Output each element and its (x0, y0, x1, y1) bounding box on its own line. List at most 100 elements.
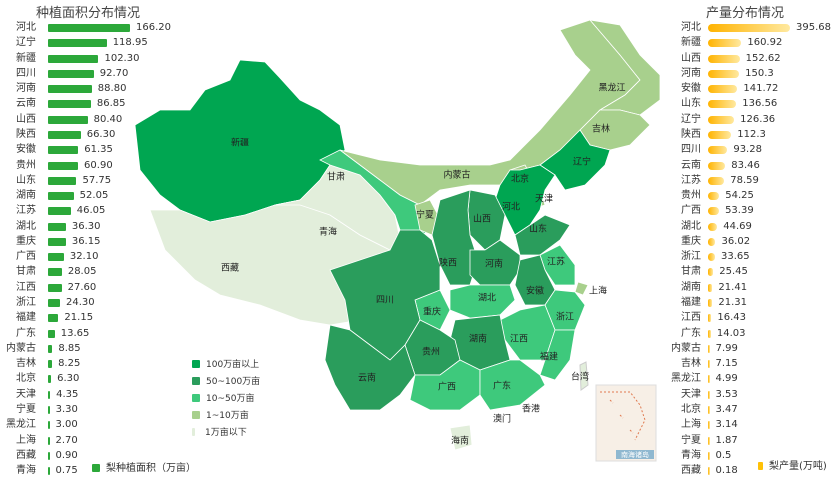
bar[interactable] (48, 161, 79, 170)
bar[interactable] (48, 130, 81, 139)
bar[interactable] (708, 100, 737, 109)
region-label: 黑龙江 (598, 82, 625, 94)
region-label: 南海诸岛 (621, 450, 649, 459)
region-label: 江苏 (547, 256, 565, 268)
bar[interactable] (708, 85, 738, 94)
value-label: 83.46 (731, 159, 760, 171)
bar[interactable] (708, 130, 732, 139)
category-label: 湖北 (16, 220, 36, 232)
bar[interactable] (708, 375, 710, 384)
map-legend-item[interactable]: 10~50万亩 (192, 393, 254, 405)
category-label: 广东 (681, 327, 701, 339)
category-label: 北京 (681, 404, 701, 415)
bar[interactable] (708, 69, 740, 78)
bar[interactable] (48, 253, 64, 262)
bar[interactable] (48, 375, 52, 384)
bar[interactable] (708, 467, 710, 476)
bar[interactable] (48, 192, 74, 201)
category-label: 陕西 (16, 128, 36, 140)
bar[interactable] (48, 451, 50, 460)
value-label: 57.75 (82, 174, 112, 186)
bar[interactable] (48, 299, 60, 308)
production-legend[interactable]: 梨产量(万吨) (758, 461, 827, 473)
category-label: 吉林 (681, 358, 701, 370)
category-label: 吉林 (16, 358, 36, 370)
bar[interactable] (48, 237, 66, 246)
region-湖北[interactable] (449, 284, 516, 319)
bar[interactable] (708, 24, 790, 32)
bar[interactable] (48, 467, 50, 476)
bar[interactable] (708, 39, 742, 48)
bar[interactable] (708, 192, 720, 201)
region-上海[interactable] (574, 281, 589, 296)
region-陕西[interactable] (431, 189, 479, 286)
bar[interactable] (48, 207, 71, 216)
bar[interactable] (708, 146, 728, 155)
bar[interactable] (48, 39, 107, 48)
bar[interactable] (48, 176, 77, 185)
region-辽宁[interactable] (539, 129, 611, 191)
bar[interactable] (708, 54, 740, 63)
map-legend-item[interactable]: 1~10万亩 (192, 410, 249, 422)
bar[interactable] (708, 283, 713, 292)
bar[interactable] (708, 237, 716, 246)
bar[interactable] (708, 390, 710, 399)
bar[interactable] (708, 421, 710, 430)
bar[interactable] (48, 85, 92, 94)
region-taiwan[interactable] (579, 361, 589, 391)
region-海南[interactable] (449, 424, 473, 451)
bar[interactable] (708, 329, 711, 338)
bar[interactable] (48, 360, 53, 369)
value-label: 3.00 (55, 419, 78, 431)
value-label: 24.30 (65, 297, 95, 309)
bar[interactable] (48, 436, 50, 445)
bar[interactable] (48, 421, 50, 430)
bar[interactable] (708, 161, 726, 170)
map-legend-item[interactable]: 100万亩以上 (192, 359, 259, 371)
bar[interactable] (48, 100, 91, 109)
bar[interactable] (48, 344, 53, 353)
bar[interactable] (708, 451, 710, 460)
bar[interactable] (708, 344, 710, 353)
bar[interactable] (708, 222, 718, 231)
bar[interactable] (708, 314, 712, 323)
bar[interactable] (708, 253, 715, 262)
region-山东[interactable] (514, 214, 571, 256)
bar[interactable] (48, 222, 66, 231)
bar[interactable] (708, 176, 725, 185)
bar[interactable] (708, 360, 710, 369)
bar[interactable] (708, 268, 714, 277)
value-label: 52.05 (79, 190, 109, 202)
bar[interactable] (708, 406, 710, 414)
map-legend-item[interactable]: 1万亩以下 (192, 427, 247, 439)
region-内蒙古[interactable] (339, 19, 641, 206)
bar[interactable] (48, 329, 55, 338)
region-云南[interactable] (324, 324, 416, 411)
bar-row: 山东 57.75 (0, 174, 832, 188)
bar[interactable] (48, 54, 99, 63)
bar-row: 北京 6.30 (0, 372, 832, 386)
map-legend-item[interactable]: 50~100万亩 (192, 376, 260, 388)
bar[interactable] (48, 24, 130, 32)
category-label: 安徽 (16, 144, 36, 156)
bar[interactable] (48, 268, 62, 277)
category-label: 浙江 (681, 251, 701, 263)
planting-area-legend[interactable]: 梨种植面积（万亩） (92, 463, 196, 475)
region-广东[interactable] (479, 359, 546, 411)
bar[interactable] (48, 69, 94, 78)
category-label: 山西 (16, 113, 36, 125)
bar[interactable] (708, 299, 713, 308)
bar[interactable] (48, 314, 59, 323)
region-label: 甘肃 (327, 171, 345, 183)
bar[interactable] (708, 436, 710, 445)
bar[interactable] (48, 115, 88, 124)
bar[interactable] (708, 207, 720, 216)
value-label: 102.30 (104, 52, 140, 64)
category-label: 广东 (16, 327, 36, 339)
bar[interactable] (48, 406, 50, 414)
bar-row: 河北 395.68 (0, 21, 832, 35)
bar[interactable] (708, 115, 735, 124)
bar[interactable] (48, 390, 51, 399)
bar[interactable] (48, 146, 79, 155)
bar[interactable] (48, 283, 62, 292)
